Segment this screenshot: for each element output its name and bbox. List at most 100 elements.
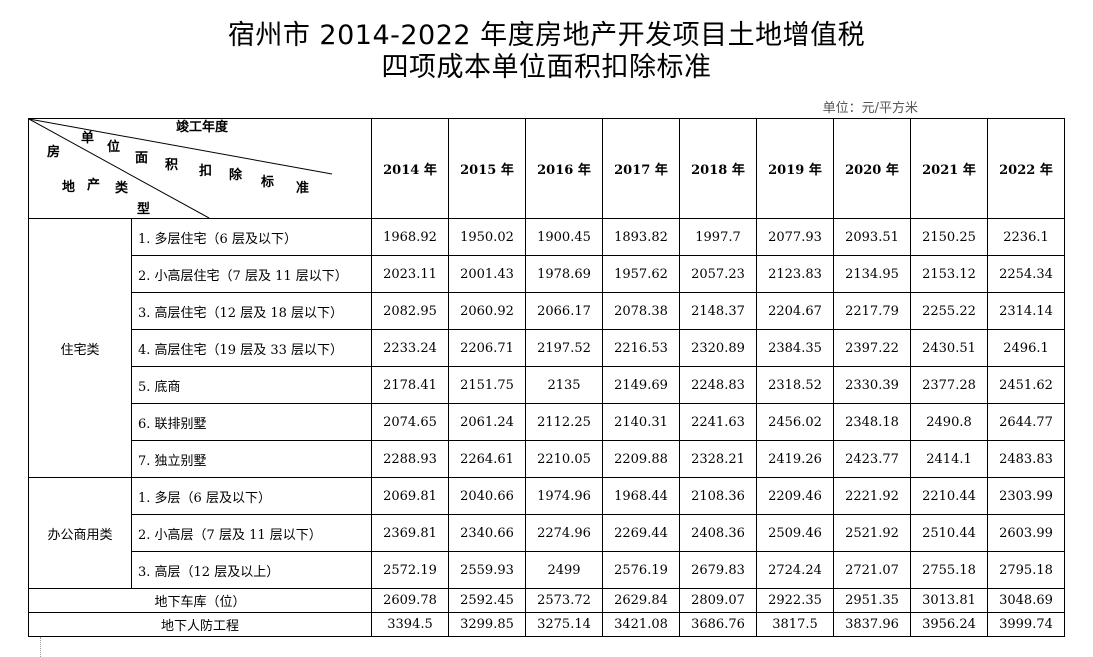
value-cell: 3013.81: [910, 588, 988, 613]
item-label-cell: 1. 多层住宅（6 层及以下）: [131, 218, 372, 256]
item-label-cell: 2. 小高层（7 层及 11 层以下）: [131, 514, 372, 552]
value-cell: 2254.34: [987, 255, 1065, 293]
value-cell: 2123.83: [756, 255, 834, 293]
value-cell: 2210.05: [525, 440, 603, 478]
value-cell: 2255.22: [910, 292, 988, 330]
table-row: 办公商用类 1. 多层（6 层及以下） 2069.81 2040.66 1974.96 1…: [28, 477, 1065, 589]
table-row: 地下人防工程 3394.5 3299.85 3275.14 3421.08 3686.76…: [28, 612, 1065, 637]
value-cell: 2241.63: [679, 403, 757, 441]
value-cell: 1957.62: [602, 255, 680, 293]
value-cell: 1968.44: [602, 477, 680, 515]
item-label-cell: 5. 底商: [131, 366, 372, 404]
value-cell: 2721.07: [833, 551, 911, 589]
value-cell: 2066.17: [525, 292, 603, 330]
page-title-line-1: 宿州市 2014-2022 年度房地产开发项目土地增值税: [227, 20, 866, 51]
value-cell: 2679.83: [679, 551, 757, 589]
value-cell: 3686.76: [679, 612, 757, 637]
deduction-standard-table: 竣工年度 单 位 面 积 扣 除 标 准 房 地 产 类 型 2014 年 20…: [28, 118, 1065, 637]
value-cell: 2153.12: [910, 255, 988, 293]
value-cell: 2269.44: [602, 514, 680, 552]
diagonal-lines: [29, 119, 333, 218]
value-cell: 2233.24: [371, 329, 449, 367]
deduction-char: 积: [165, 158, 179, 173]
value-cell: 2001.43: [448, 255, 526, 293]
deduction-char: 位: [107, 140, 121, 155]
page-title-line-2: 四项成本单位面积扣除标准: [381, 52, 712, 83]
table-row: 2. 小高层住宅（7 层及 11 层以下） 2023.11 2001.43 1978.…: [29, 255, 1065, 293]
table-row: 6. 联排别墅 2074.65 2061.24 2112.25 2140.31 2241.…: [29, 403, 1065, 441]
value-cell: 2499: [525, 551, 603, 589]
value-cell: 1893.82: [602, 218, 680, 256]
value-cell: 2150.25: [910, 218, 988, 256]
value-cell: 2151.75: [448, 366, 526, 404]
value-cell: 2209.46: [756, 477, 834, 515]
diagonal-header-cell: 竣工年度 单 位 面 积 扣 除 标 准 房 地 产 类 型: [28, 118, 372, 219]
value-cell: 2069.81: [371, 477, 449, 515]
value-cell: 2521.92: [833, 514, 911, 552]
year-header: 2019 年: [756, 118, 834, 219]
item-label-cell: 6. 联排别墅: [131, 403, 372, 441]
value-cell: 2264.61: [448, 440, 526, 478]
value-cell: 2922.35: [756, 588, 834, 613]
value-cell: 2755.18: [910, 551, 988, 589]
value-cell: 2060.92: [448, 292, 526, 330]
year-header: 2018 年: [679, 118, 757, 219]
value-cell: 2348.18: [833, 403, 911, 441]
value-cell: 2340.66: [448, 514, 526, 552]
value-cell: 2795.18: [987, 551, 1065, 589]
type-char: 产: [87, 178, 101, 193]
value-cell: 1900.45: [525, 218, 603, 256]
value-cell: 3394.5: [371, 612, 449, 637]
value-cell: 2178.41: [371, 366, 449, 404]
value-cell: 2572.19: [371, 551, 449, 589]
value-cell: 2288.93: [371, 440, 449, 478]
value-cell: 2140.31: [602, 403, 680, 441]
value-cell: 2397.22: [833, 329, 911, 367]
value-cell: 2236.1: [987, 218, 1065, 256]
item-label-cell: 1. 多层（6 层及以下）: [131, 477, 372, 515]
value-cell: 2609.78: [371, 588, 449, 613]
value-cell: 2023.11: [371, 255, 449, 293]
category-cell: 住宅类: [28, 218, 132, 478]
value-cell: 1974.96: [525, 477, 603, 515]
value-cell: 2134.95: [833, 255, 911, 293]
value-cell: 2328.21: [679, 440, 757, 478]
unit-note: 单位：元/平方米: [822, 101, 918, 116]
deduction-char: 准: [296, 181, 310, 196]
value-cell: 2209.88: [602, 440, 680, 478]
year-header: 2022 年: [987, 118, 1065, 219]
value-cell: 2221.92: [833, 477, 911, 515]
header-row: 竣工年度 单 位 面 积 扣 除 标 准 房 地 产 类 型 2014 年 20…: [28, 118, 1065, 219]
table-row: 3. 高层住宅（12 层及 18 层以下） 2082.95 2060.92 2066.…: [29, 292, 1065, 330]
value-cell: 2248.83: [679, 366, 757, 404]
value-cell: 3421.08: [602, 612, 680, 637]
table-row: 3. 高层（12 层及以上） 2572.19 2559.93 2499 2576.19 2…: [29, 551, 1065, 589]
type-char: 地: [62, 180, 76, 195]
value-cell: 3837.96: [833, 612, 911, 637]
item-label-cell: 2. 小高层住宅（7 层及 11 层以下）: [131, 255, 372, 293]
item-label-cell: 3. 高层（12 层及以上）: [131, 551, 372, 589]
table-row: 地下车库（位） 2609.78 2592.45 2573.72 2629.84 2809.…: [28, 588, 1065, 613]
value-cell: 1978.69: [525, 255, 603, 293]
value-cell: 2573.72: [525, 588, 603, 613]
item-label-cell: 7. 独立别墅: [131, 440, 372, 478]
value-cell: 2303.99: [987, 477, 1065, 515]
value-cell: 2061.24: [448, 403, 526, 441]
value-cell: 2408.36: [679, 514, 757, 552]
year-header: 2016 年: [525, 118, 603, 219]
category-cell: 办公商用类: [28, 477, 132, 589]
type-char: 型: [137, 202, 151, 217]
year-header: 2017 年: [602, 118, 680, 219]
value-cell: 2490.8: [910, 403, 988, 441]
value-cell: 2082.95: [371, 292, 449, 330]
value-cell: 2456.02: [756, 403, 834, 441]
value-cell: 2040.66: [448, 477, 526, 515]
value-cell: 2314.14: [987, 292, 1065, 330]
value-cell: 2093.51: [833, 218, 911, 256]
table-row: 2. 小高层（7 层及 11 层以下） 2369.81 2340.66 2274.96…: [29, 514, 1065, 552]
value-cell: 2419.26: [756, 440, 834, 478]
year-header: 2014 年: [371, 118, 449, 219]
year-header: 2021 年: [910, 118, 988, 219]
value-cell: 2377.28: [910, 366, 988, 404]
value-cell: 2644.77: [987, 403, 1065, 441]
